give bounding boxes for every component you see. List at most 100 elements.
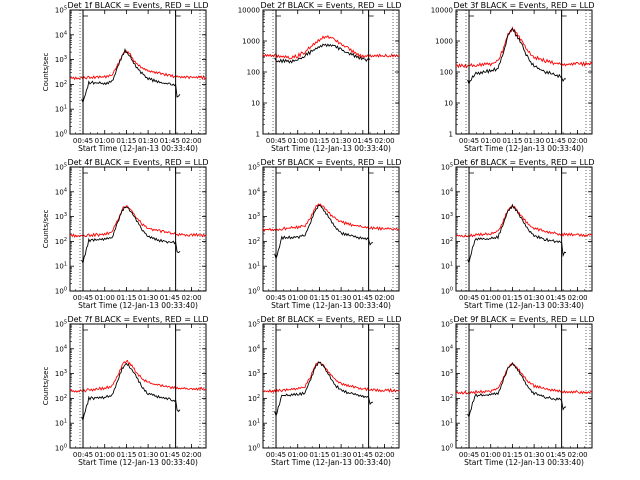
time-marker-flag <box>368 168 374 174</box>
x-tick-label: 01:00 <box>288 294 308 302</box>
time-marker-flag <box>82 168 89 174</box>
y-tick-label: 101 <box>248 262 260 271</box>
series-line-events <box>81 362 181 422</box>
y-tick-label: 105 <box>55 163 67 172</box>
time-marker-flag <box>275 11 282 17</box>
x-axis-label: Start Time (12-Jan-13 00:33:40) <box>464 458 584 467</box>
x-tick-label: 01:45 <box>160 451 180 459</box>
x-tick-label: 01:00 <box>481 451 501 459</box>
y-tick-label: 103 <box>441 369 453 378</box>
x-axis-label: Start Time (12-Jan-13 00:33:40) <box>78 301 198 310</box>
y-tick-label: 105 <box>248 320 260 329</box>
x-tick-label: 00:45 <box>459 451 479 459</box>
series-line-lld <box>456 204 592 238</box>
x-tick-label: 00:45 <box>266 137 286 145</box>
x-tick-label: 02:00 <box>567 451 587 459</box>
x-tick-label: 01:15 <box>309 137 329 145</box>
y-tick-label: 102 <box>248 394 260 403</box>
panel-title: Det 9f BLACK = Events, RED = LLD <box>453 315 594 324</box>
x-axis-label: Start Time (12-Jan-13 00:33:40) <box>78 144 198 153</box>
x-tick-label: 01:45 <box>546 294 566 302</box>
x-tick-label: 01:30 <box>138 294 158 302</box>
time-marker-flag <box>561 168 567 174</box>
y-tick-label: 105 <box>441 163 453 172</box>
y-tick-label: 10 <box>251 100 260 108</box>
x-tick-label: 01:00 <box>481 294 501 302</box>
y-tick-label: 100 <box>440 69 453 77</box>
y-axis-label: Counts/sec <box>42 53 50 92</box>
x-tick-label: 01:30 <box>524 451 544 459</box>
panel-title: Det 6f BLACK = Events, RED = LLD <box>453 158 594 167</box>
y-tick-label: 104 <box>55 344 67 353</box>
y-tick-label: 101 <box>55 105 67 114</box>
time-marker-flag <box>175 11 181 17</box>
x-tick-label: 00:45 <box>73 451 93 459</box>
y-tick-label: 102 <box>55 80 67 89</box>
y-tick-label: 101 <box>55 419 67 428</box>
panel-det-2f: Det 2f BLACK = Events, RED = LLD 1 10 100 10… <box>238 1 402 153</box>
panel-det-9f: Det 9f BLACK = Events, RED = LLD 100 101 10… <box>441 315 595 467</box>
plot-frame <box>455 166 593 292</box>
y-tick-label: 100 <box>247 69 260 77</box>
x-tick-label: 00:45 <box>73 137 93 145</box>
x-axis-label: Start Time (12-Jan-13 00:33:40) <box>271 144 391 153</box>
y-tick-label: 10 <box>444 100 453 108</box>
x-tick-label: 01:15 <box>502 294 522 302</box>
panel-title: Det 3f BLACK = Events, RED = LLD <box>453 1 594 10</box>
y-tick-label: 100 <box>248 287 260 296</box>
x-tick-label: 02:00 <box>181 137 201 145</box>
time-marker-flag <box>468 11 475 17</box>
series-line-lld <box>456 362 592 395</box>
series-line-lld <box>263 203 399 233</box>
panel-det-3f: Det 3f BLACK = Events, RED = LLD 1 10 100 10… <box>431 1 595 153</box>
y-tick-label: 104 <box>55 187 67 196</box>
y-tick-label: 10000 <box>431 7 453 15</box>
x-tick-label: 01:15 <box>309 451 329 459</box>
panel-title: Det 7f BLACK = Events, RED = LLD <box>67 315 208 324</box>
y-tick-label: 103 <box>248 369 260 378</box>
time-marker-flag <box>275 168 282 174</box>
x-tick-label: 00:45 <box>459 294 479 302</box>
y-tick-label: 104 <box>248 344 260 353</box>
y-tick-label: 104 <box>441 187 453 196</box>
time-marker-flag <box>275 325 282 331</box>
y-tick-label: 103 <box>55 212 67 221</box>
x-tick-label: 01:00 <box>288 451 308 459</box>
time-marker-flag <box>468 325 475 331</box>
series-line-events <box>274 43 371 64</box>
y-tick-label: 102 <box>441 394 453 403</box>
series-line-events <box>467 27 567 86</box>
y-tick-label: 100 <box>55 444 67 453</box>
y-tick-label: 103 <box>55 369 67 378</box>
y-tick-label: 102 <box>248 237 260 246</box>
time-marker-flag <box>468 168 475 174</box>
x-tick-label: 01:45 <box>160 294 180 302</box>
y-tick-label: 104 <box>441 344 453 353</box>
series-line-lld <box>263 361 399 394</box>
panel-det-5f: Det 5f BLACK = Events, RED = LLD 100 101 10… <box>248 158 402 310</box>
y-tick-label: 1 <box>449 131 453 139</box>
y-axis-label: Counts/sec <box>42 210 50 249</box>
x-axis-label: Start Time (12-Jan-13 00:33:40) <box>78 458 198 467</box>
y-tick-label: 105 <box>248 163 260 172</box>
panel-title: Det 1f BLACK = Events, RED = LLD <box>67 1 208 10</box>
y-tick-label: 1 <box>256 131 260 139</box>
time-marker-flag <box>368 11 374 17</box>
plot-frame <box>262 9 400 135</box>
y-tick-label: 101 <box>55 262 67 271</box>
x-tick-label: 01:45 <box>353 451 373 459</box>
x-axis-label: Start Time (12-Jan-13 00:33:40) <box>271 458 391 467</box>
x-tick-label: 01:00 <box>95 137 115 145</box>
x-tick-label: 01:30 <box>331 451 351 459</box>
x-tick-label: 01:45 <box>546 451 566 459</box>
series-line-events <box>81 206 181 265</box>
x-tick-label: 01:30 <box>331 137 351 145</box>
y-tick-label: 100 <box>55 287 67 296</box>
plot-frame <box>69 9 207 135</box>
y-tick-label: 100 <box>441 287 453 296</box>
y-tick-label: 103 <box>248 212 260 221</box>
series-line-lld <box>456 26 592 69</box>
time-marker-flag <box>175 325 181 331</box>
panel-det-4f: Det 4f BLACK = Events, RED = LLD 100 101 10… <box>42 158 209 310</box>
x-axis-label: Start Time (12-Jan-13 00:33:40) <box>464 301 584 310</box>
